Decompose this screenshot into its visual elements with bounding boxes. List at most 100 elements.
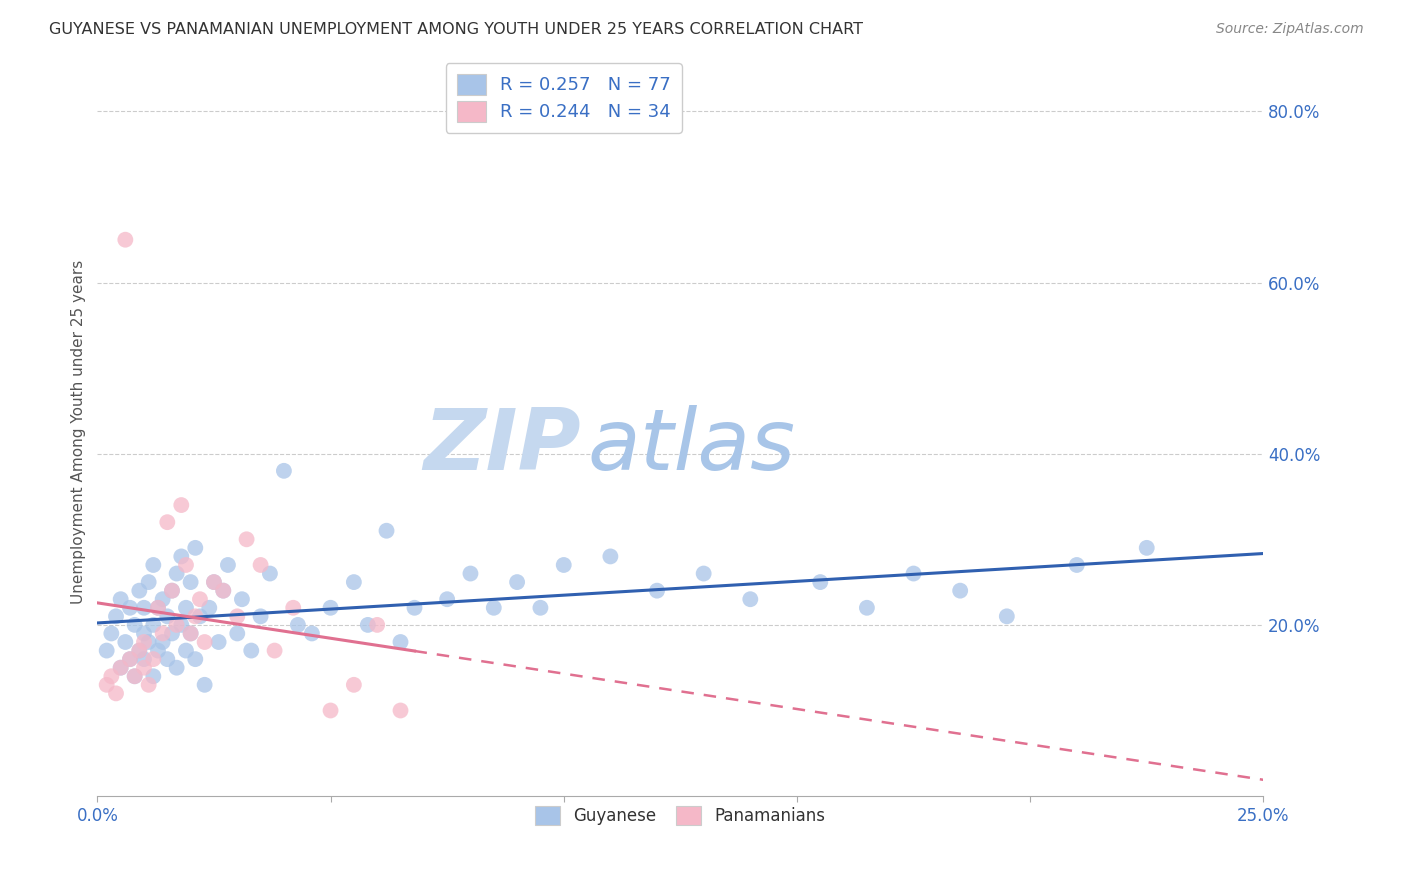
Point [110,661,132,675]
Point [118,600,141,615]
Point [132,661,155,675]
Point [740,592,762,607]
Point [366,618,388,632]
Point [389,704,412,718]
Point [170,618,193,632]
Point [105,686,128,700]
Point [226,609,249,624]
Point [212,583,235,598]
Point [146,643,169,657]
Point [174,643,197,657]
Point [692,566,714,581]
Point [170,549,193,564]
Point [110,592,132,607]
Point [138,635,160,649]
Point [283,600,305,615]
Point [166,566,188,581]
Point [287,618,309,632]
Point [152,635,174,649]
Point [506,575,529,590]
Point [118,652,141,666]
Text: atlas: atlas [588,405,794,488]
Point [194,678,217,692]
Point [96,643,118,657]
Point [180,575,202,590]
Point [184,541,207,555]
Point [124,669,146,683]
Point [235,533,257,547]
Point [903,566,925,581]
Point [146,600,169,615]
Point [856,600,879,615]
Point [160,626,183,640]
Point [142,652,165,666]
Point [180,626,202,640]
Point [156,515,179,529]
Point [231,592,253,607]
Point [949,583,972,598]
Point [128,583,150,598]
Point [142,618,165,632]
Point [188,592,211,607]
Point [404,600,426,615]
Point [599,549,621,564]
Point [217,558,239,572]
Point [259,566,281,581]
Point [249,609,271,624]
Point [343,678,366,692]
Point [128,643,150,657]
Point [184,609,207,624]
Point [132,626,155,640]
Point [96,678,118,692]
Point [389,635,412,649]
Point [273,464,295,478]
Point [1136,541,1159,555]
Point [160,583,183,598]
Point [170,498,193,512]
Point [212,583,235,598]
Point [263,643,285,657]
Point [645,583,668,598]
Point [174,600,197,615]
Point [202,575,225,590]
Point [301,626,323,640]
Point [142,558,165,572]
Point [156,609,179,624]
Point [160,583,183,598]
Point [184,652,207,666]
Point [198,600,221,615]
Point [114,635,136,649]
Y-axis label: Unemployment Among Youth under 25 years: Unemployment Among Youth under 25 years [72,260,86,605]
Point [436,592,458,607]
Point [132,635,155,649]
Point [207,635,229,649]
Point [152,592,174,607]
Legend: Guyanese, Panamanians: Guyanese, Panamanians [524,796,835,835]
Point [174,558,197,572]
Point [142,669,165,683]
Point [188,609,211,624]
Point [152,626,174,640]
Point [124,618,146,632]
Point [529,600,551,615]
Point [553,558,575,572]
Text: Source: ZipAtlas.com: Source: ZipAtlas.com [1216,22,1364,37]
Point [482,600,505,615]
Point [319,600,342,615]
Point [460,566,482,581]
Point [1066,558,1088,572]
Point [194,635,217,649]
Point [166,618,188,632]
Point [226,626,249,640]
Point [110,661,132,675]
Point [995,609,1018,624]
Text: GUYANESE VS PANAMANIAN UNEMPLOYMENT AMONG YOUTH UNDER 25 YEARS CORRELATION CHART: GUYANESE VS PANAMANIAN UNEMPLOYMENT AMON… [49,22,863,37]
Point [319,704,342,718]
Point [343,575,366,590]
Point [180,626,202,640]
Point [100,626,122,640]
Point [249,558,271,572]
Point [156,652,179,666]
Point [118,652,141,666]
Point [808,575,831,590]
